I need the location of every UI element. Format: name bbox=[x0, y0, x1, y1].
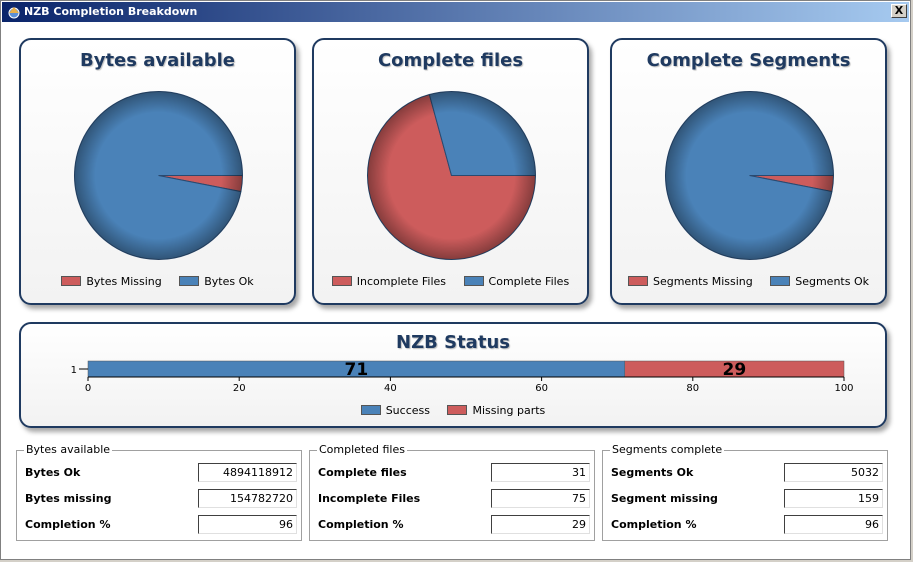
legend-label: Missing parts bbox=[472, 404, 546, 417]
pie-chart-bytes bbox=[74, 91, 244, 260]
panel-title: NZB Status bbox=[396, 332, 510, 353]
legend-item-ok: Complete Files bbox=[463, 275, 570, 288]
legend-item-ok: Segments Ok bbox=[770, 275, 869, 288]
legend-swatch-missing bbox=[331, 276, 352, 286]
field-segment-missing[interactable]: 159 bbox=[784, 489, 883, 508]
field-segments-ok[interactable]: 5032 bbox=[784, 463, 883, 482]
panel-title: Bytes available bbox=[79, 50, 236, 71]
groupbox-files: Completed files Complete files 31 Incomp… bbox=[309, 443, 595, 541]
window-title: NZB Completion Breakdown bbox=[24, 5, 198, 18]
label-bytes-missing: Bytes missing bbox=[25, 492, 112, 505]
status-panel: NZB Status 71 29 1 0 20 40 60 80 100 Success Mis… bbox=[19, 322, 887, 428]
status-bar-data-label: 29 bbox=[723, 360, 747, 380]
legend-item-missing: Bytes Missing bbox=[61, 275, 162, 288]
pie-chart-files bbox=[367, 91, 537, 260]
legend-swatch-ok bbox=[770, 276, 791, 286]
label-incomplete-files: Incomplete Files bbox=[318, 492, 421, 505]
x-tick-label: 0 bbox=[85, 383, 91, 394]
label-bytes-completion: Completion % bbox=[25, 518, 111, 531]
legend-swatch-success bbox=[360, 405, 381, 415]
x-tick-label: 100 bbox=[834, 383, 853, 394]
field-segments-completion[interactable]: 96 bbox=[784, 515, 883, 534]
legend-item-success: Success bbox=[360, 404, 430, 417]
status-legend: Success Missing parts bbox=[21, 404, 885, 417]
groupbox-title: Bytes available bbox=[24, 443, 113, 456]
pie-panel-bytes: Bytes available Bytes Missing Bytes Ok bbox=[19, 38, 296, 305]
legend-swatch-missing bbox=[61, 276, 82, 286]
field-bytes-ok[interactable]: 4894118912 bbox=[198, 463, 297, 482]
field-incomplete-files[interactable]: 75 bbox=[491, 489, 590, 508]
label-segment-missing: Segment missing bbox=[611, 492, 718, 505]
pie-chart-segments bbox=[665, 91, 835, 260]
label-files-completion: Completion % bbox=[318, 518, 404, 531]
legend-swatch-ok bbox=[179, 276, 200, 286]
legend-swatch-missing bbox=[627, 276, 648, 286]
groupbox-title: Completed files bbox=[317, 443, 407, 456]
x-tick-label: 80 bbox=[686, 383, 699, 394]
x-tick-label: 20 bbox=[233, 383, 246, 394]
pie-shading bbox=[74, 91, 243, 260]
legend-label: Incomplete Files bbox=[356, 275, 447, 288]
client-area: Bytes available Bytes Missing Bytes Ok C… bbox=[2, 22, 909, 559]
app-icon bbox=[8, 7, 20, 19]
legend-item-missing-parts: Missing parts bbox=[447, 404, 545, 417]
close-button[interactable]: X bbox=[891, 4, 907, 18]
pie-shading bbox=[665, 91, 834, 260]
panel-title: Complete files bbox=[377, 50, 524, 71]
legend-label: Segments Missing bbox=[652, 275, 753, 288]
label-segments-ok: Segments Ok bbox=[611, 466, 694, 479]
legend-swatch-ok bbox=[463, 276, 484, 286]
label-complete-files: Complete files bbox=[318, 466, 407, 479]
legend-label: Success bbox=[385, 404, 430, 417]
status-bar-chart: 71 29 10 20 40 60 80 100 bbox=[71, 360, 854, 394]
field-bytes-missing[interactable]: 154782720 bbox=[198, 489, 297, 508]
groupbox-bytes: Bytes available Bytes Ok 4894118912 Byte… bbox=[16, 443, 302, 541]
field-bytes-completion[interactable]: 96 bbox=[198, 515, 297, 534]
close-icon: X bbox=[894, 4, 904, 17]
legend-item-ok: Bytes Ok bbox=[179, 275, 254, 288]
groupbox-segments: Segments complete Segments Ok 5032 Segme… bbox=[602, 443, 888, 541]
pie-panel-segments: Complete Segments Segments Missing Segme… bbox=[610, 38, 887, 305]
label-segments-completion: Completion % bbox=[611, 518, 697, 531]
field-complete-files[interactable]: 31 bbox=[491, 463, 590, 482]
pie-legend: Bytes Missing Bytes Ok bbox=[21, 275, 294, 288]
label-bytes-ok: Bytes Ok bbox=[25, 466, 81, 479]
legend-label: Complete Files bbox=[488, 275, 570, 288]
x-tick-label: 40 bbox=[384, 383, 397, 394]
status-bar-data-label: 71 bbox=[345, 360, 369, 380]
field-files-completion[interactable]: 29 bbox=[491, 515, 590, 534]
pie-panel-files: Complete files Incomplete Files Complete… bbox=[312, 38, 589, 305]
legend-swatch-missing-parts bbox=[447, 405, 468, 415]
legend-label: Bytes Ok bbox=[204, 275, 254, 288]
pie-legend: Incomplete Files Complete Files bbox=[314, 275, 587, 288]
title-bar[interactable]: NZB Completion Breakdown X bbox=[2, 2, 909, 22]
legend-item-missing: Incomplete Files bbox=[331, 275, 447, 288]
y-tick-label: 1 bbox=[71, 365, 77, 376]
legend-label: Bytes Missing bbox=[86, 275, 162, 288]
pie-legend: Segments Missing Segments Ok bbox=[612, 275, 885, 288]
pie-shading bbox=[367, 91, 536, 260]
legend-item-missing: Segments Missing bbox=[627, 275, 753, 288]
legend-label: Segments Ok bbox=[795, 275, 869, 288]
groupbox-title: Segments complete bbox=[610, 443, 725, 456]
panel-title: Complete Segments bbox=[646, 50, 851, 71]
x-tick-label: 60 bbox=[535, 383, 548, 394]
